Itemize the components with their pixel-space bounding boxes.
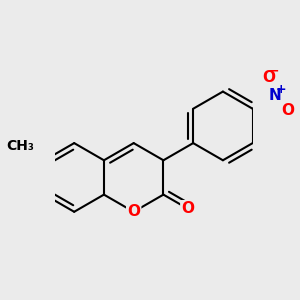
Text: CH₃: CH₃ [6,139,34,153]
Text: O: O [262,70,275,85]
Text: O: O [127,204,140,219]
Text: −: − [268,64,279,77]
Text: O: O [181,201,194,216]
Text: O: O [281,103,294,118]
Text: N: N [268,88,281,104]
Text: +: + [276,83,286,96]
